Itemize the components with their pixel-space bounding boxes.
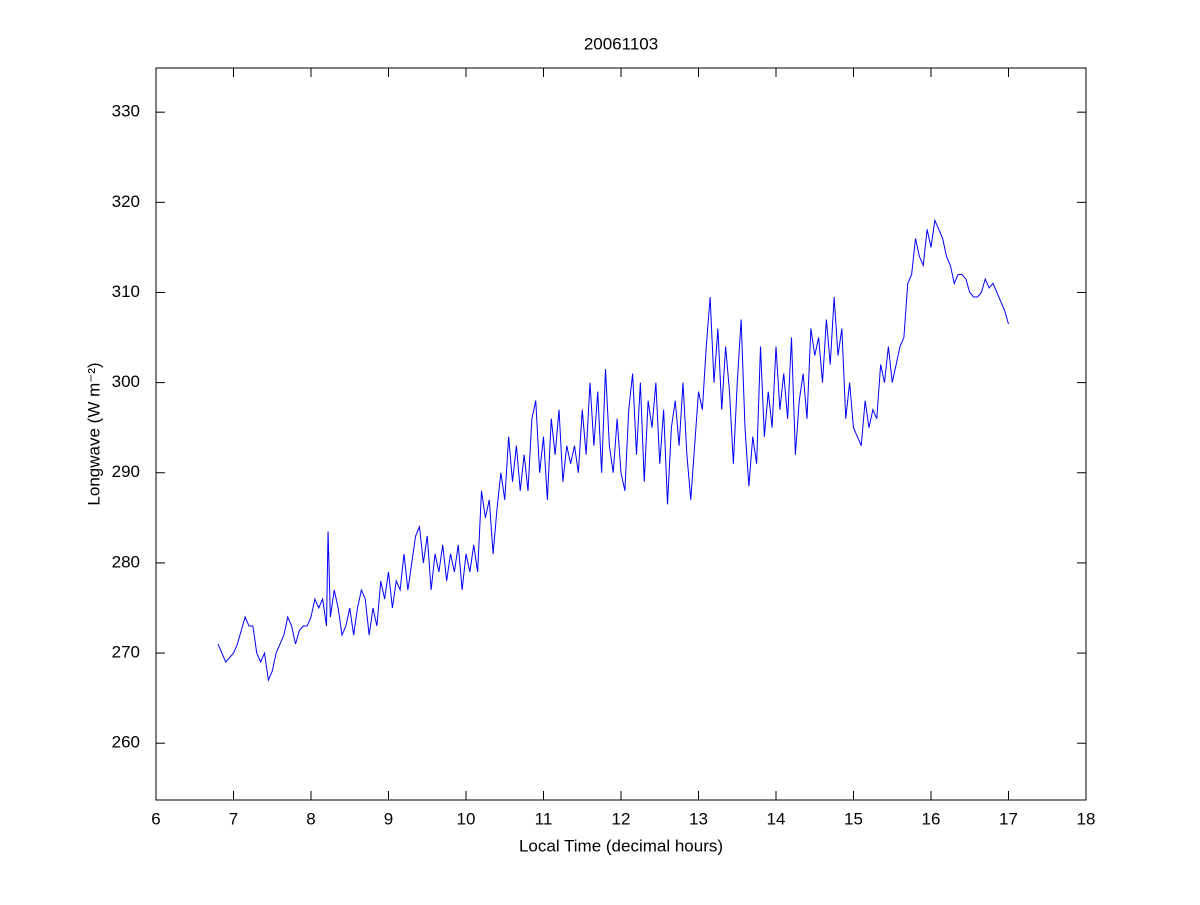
y-tick-label: 320 [112,192,140,211]
plot-frame [155,67,1087,801]
y-tick-label: 290 [112,462,140,481]
x-tick-label: 10 [457,809,476,828]
y-tick-label: 280 [112,552,140,571]
x-tick-label: 9 [384,809,393,828]
y-tick-label: 310 [112,282,140,301]
x-tick-label: 6 [151,809,160,828]
x-tick-label: 15 [844,809,863,828]
y-tick-label: 330 [112,102,140,121]
x-axis-label: Local Time (decimal hours) [519,836,723,855]
y-axis-label: Longwave (W m⁻²) [84,362,103,505]
x-tick-label: 13 [689,809,708,828]
x-tick-label: 17 [999,809,1018,828]
y-tick-label: 300 [112,372,140,391]
data-line [217,218,1009,682]
x-tick-label: 18 [1077,809,1096,828]
chart-title: 20061103 [584,34,658,53]
y-tick-label: 270 [112,643,140,662]
x-tick-label: 14 [767,809,786,828]
x-tick-label: 16 [922,809,941,828]
x-tick-label: 12 [612,809,631,828]
x-tick-label: 8 [306,809,315,828]
x-tick-label: 7 [229,809,238,828]
x-tick-label: 11 [535,809,553,828]
y-tick-label: 260 [112,733,140,752]
